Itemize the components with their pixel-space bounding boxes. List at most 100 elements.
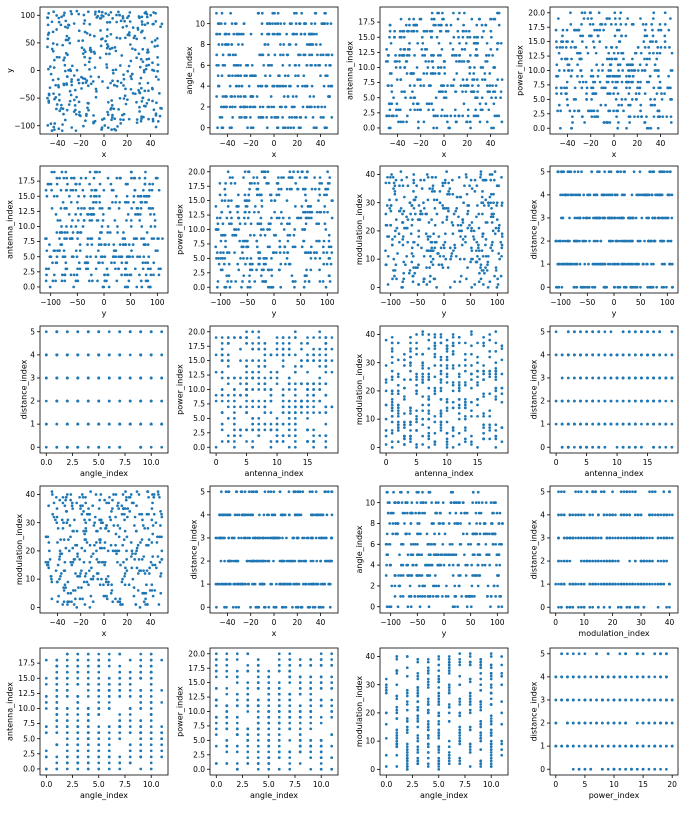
data-point [627, 69, 630, 72]
data-point [636, 193, 640, 197]
data-point [445, 409, 449, 413]
data-point [324, 411, 328, 414]
data-point [296, 170, 300, 174]
data-point [76, 330, 80, 334]
data-point [293, 428, 297, 432]
data-point [485, 221, 489, 224]
data-point [417, 126, 420, 130]
data-point [83, 261, 87, 265]
data-point [433, 440, 437, 444]
y-tick-label: 15.0 [18, 192, 35, 201]
data-point [428, 280, 432, 284]
data-point [394, 178, 398, 182]
data-point [159, 25, 162, 29]
data-point [303, 22, 307, 26]
data-point [86, 353, 90, 357]
data-point [245, 359, 248, 362]
data-point [143, 89, 147, 93]
data-point [44, 188, 48, 192]
data-point [490, 96, 493, 100]
data-point [235, 205, 238, 208]
data-point [554, 399, 558, 403]
data-point [70, 64, 74, 68]
x-tick-label: 0 [102, 298, 107, 307]
data-point [94, 95, 98, 99]
data-point [458, 11, 461, 15]
data-point [253, 205, 257, 208]
data-point [496, 41, 500, 45]
data-point [93, 52, 97, 55]
data-point [489, 215, 493, 219]
data-point [323, 222, 327, 226]
data-point [384, 364, 388, 367]
data-point [468, 120, 472, 124]
data-point [76, 237, 79, 240]
data-point [128, 422, 132, 426]
data-point [287, 347, 291, 351]
data-point [305, 84, 309, 88]
data-point [149, 376, 153, 380]
x-tick-label: −40 [560, 139, 576, 148]
data-point [609, 262, 612, 266]
data-point [247, 210, 251, 214]
data-point [257, 210, 260, 214]
data-point [452, 11, 455, 15]
data-point [318, 257, 322, 260]
data-point [603, 285, 607, 289]
data-point [324, 228, 328, 231]
data-point [499, 240, 503, 244]
data-point [440, 114, 443, 118]
data-point [670, 262, 674, 266]
data-point [390, 173, 393, 176]
data-point [445, 364, 449, 367]
data-point [658, 22, 662, 26]
data-point [590, 69, 594, 72]
data-point [276, 22, 280, 26]
data-point [652, 422, 655, 426]
data-point [327, 84, 330, 88]
data-point [69, 200, 73, 204]
data-point [488, 437, 492, 441]
data-point [443, 66, 446, 69]
data-point [451, 232, 455, 236]
data-point [431, 187, 435, 190]
data-point [480, 96, 484, 100]
data-point [81, 81, 85, 85]
data-point [233, 405, 236, 409]
data-point [229, 95, 233, 98]
data-point [126, 69, 130, 73]
data-point [320, 181, 324, 185]
data-point [287, 445, 291, 449]
data-point [139, 330, 143, 334]
data-point [156, 56, 159, 59]
data-point [118, 445, 122, 449]
data-point [275, 193, 279, 197]
data-point [296, 84, 300, 88]
y-tick-label: 17.5 [188, 182, 205, 191]
data-point [588, 22, 592, 26]
data-point [245, 336, 248, 339]
data-point [402, 35, 406, 39]
data-point [324, 393, 328, 397]
data-point [120, 261, 124, 265]
data-point [587, 285, 591, 289]
data-point [269, 411, 273, 414]
data-point [128, 31, 131, 34]
data-point [387, 181, 391, 185]
data-point [101, 261, 104, 265]
data-point [472, 235, 475, 238]
data-point [500, 392, 504, 396]
data-point [584, 46, 588, 49]
data-point [476, 403, 479, 407]
data-point [306, 341, 309, 345]
data-point [446, 84, 449, 87]
data-point [263, 359, 267, 362]
data-point [330, 405, 334, 409]
data-point [415, 372, 418, 376]
data-point [309, 205, 313, 208]
x-tick-label: 20 [122, 139, 132, 148]
data-point [560, 57, 564, 61]
data-point [259, 233, 262, 237]
data-point [500, 347, 504, 350]
data-point [275, 126, 279, 130]
